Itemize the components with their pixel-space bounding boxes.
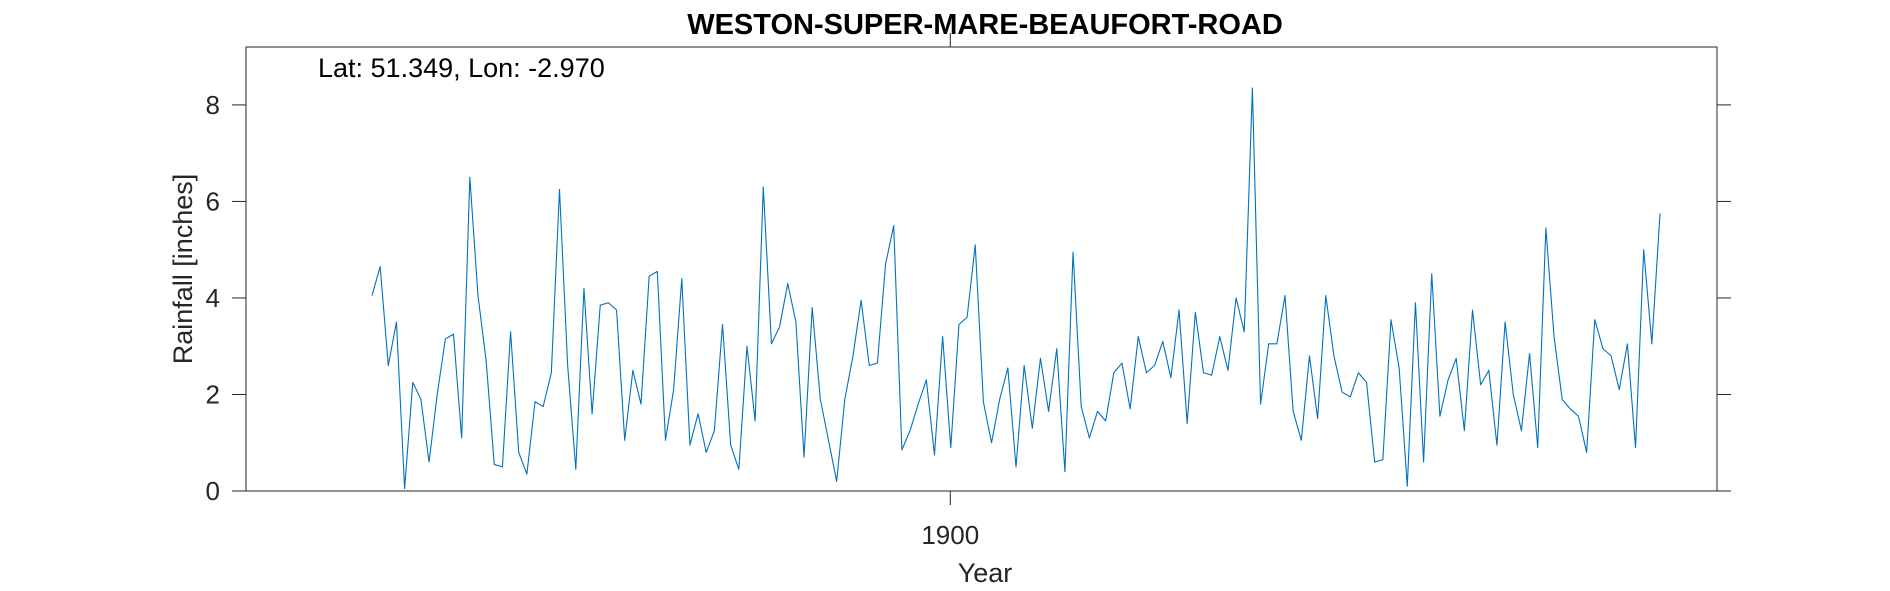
chart-title: WESTON-SUPER-MARE-BEAUFORT-ROAD <box>687 9 1283 41</box>
x-axis-tick-labels: 1900 <box>921 520 979 550</box>
x-tick-label: 1900 <box>921 520 979 550</box>
plot-axes: 0 2 4 6 8 1900 <box>206 33 1731 550</box>
y-tick-label: 0 <box>206 476 220 506</box>
y-tick-label: 8 <box>206 90 220 120</box>
y-tick-label: 4 <box>206 283 220 313</box>
y-tick-label: 2 <box>206 379 220 409</box>
plot-frame <box>245 46 1718 492</box>
y-tick-label: 6 <box>206 186 220 216</box>
series-layer <box>371 87 1661 490</box>
y-axis-label: Rainfall [inches] <box>168 174 198 365</box>
y-axis-tick-labels: 0 2 4 6 8 <box>206 90 220 506</box>
series-line <box>371 87 1661 490</box>
x-axis-label: Year <box>958 558 1013 588</box>
location-annotation: Lat: 51.349, Lon: -2.970 <box>318 53 605 83</box>
y-axis-ticks-right <box>1717 104 1731 492</box>
y-axis-ticks-left <box>232 104 246 492</box>
